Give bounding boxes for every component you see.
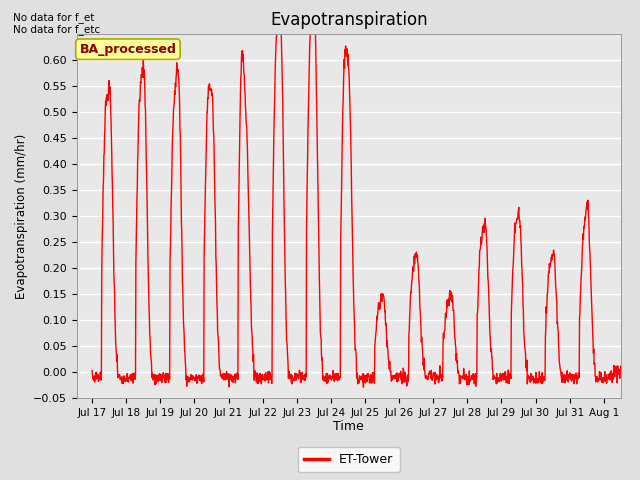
- Legend: ET-Tower: ET-Tower: [298, 447, 399, 472]
- Text: No data for f_et
No data for f_etc: No data for f_et No data for f_etc: [13, 12, 100, 36]
- X-axis label: Time: Time: [333, 420, 364, 432]
- Y-axis label: Evapotranspiration (mm/hr): Evapotranspiration (mm/hr): [15, 133, 28, 299]
- Title: Evapotranspiration: Evapotranspiration: [270, 11, 428, 29]
- Text: BA_processed: BA_processed: [79, 43, 177, 56]
